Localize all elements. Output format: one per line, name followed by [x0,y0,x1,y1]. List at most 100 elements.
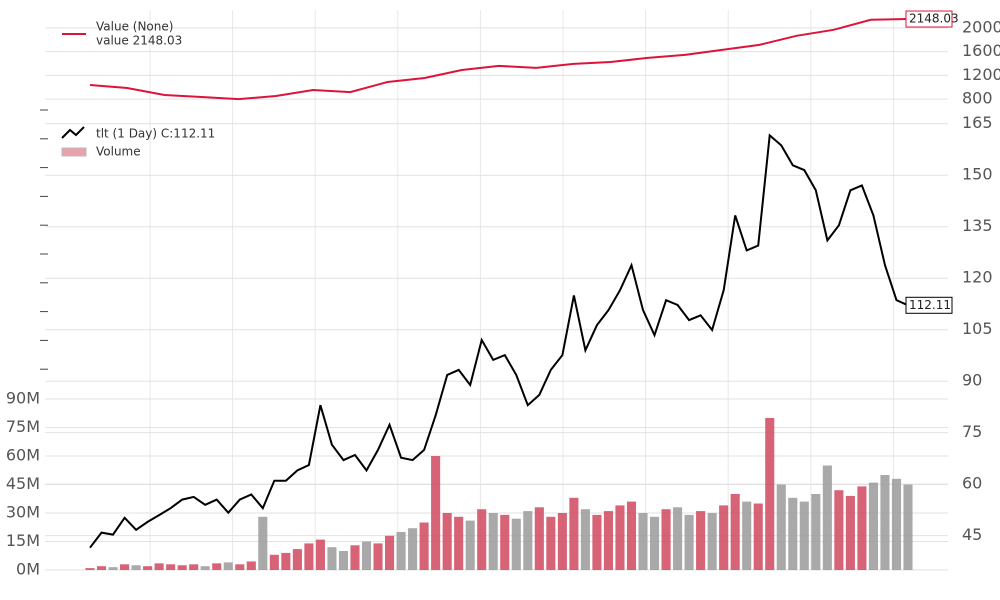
volume-bar [143,566,153,570]
legend-label: Value (None) [96,20,173,34]
volume-bar [592,514,602,570]
last-value-box [905,10,953,28]
volume-bar [177,565,187,570]
y-tick-label: 45 [962,525,982,544]
legend-label: value 2148.03 [96,34,182,48]
volume-bar [166,564,176,570]
volume-bar [189,564,199,570]
volume-bar [235,564,245,570]
volume-bar [350,545,360,570]
volume-bar [753,503,763,570]
volume-bar [442,513,452,570]
y2-tick-label: 75M [6,417,40,436]
y2-tick-label: 45M [6,474,40,493]
volume-bar [546,516,556,570]
last-value-label: 112.11 [909,298,951,312]
volume-bar [730,494,740,570]
volume-bar [742,501,752,570]
volume-bar [385,535,395,570]
legend-label: tlt (1 Day) C:112.11 [96,127,215,141]
y-tick-label: 105 [962,319,993,338]
y-tick-label: 800 [962,89,993,108]
y-tick-label: 1600 [962,41,1000,60]
volume-bar [488,513,498,570]
volume-bar [96,566,107,570]
volume-bar [903,484,913,570]
volume-bar [845,495,855,570]
volume-bar [719,505,729,570]
volume-bar [500,514,510,570]
volume-bar [557,513,567,570]
y2-tick-label: 90M [6,389,40,408]
volume-bar [891,478,902,570]
y2-tick-label: 60M [6,446,40,465]
volume-bar [580,509,590,570]
volume-bar [534,507,544,570]
volume-bar [396,532,406,570]
volume-bar [120,564,130,570]
volume-bar [788,497,798,570]
volume-bar [603,511,613,570]
volume-bar [212,563,222,570]
volume-bar [811,494,821,570]
volume-bar [454,516,464,570]
volume-bar [868,482,878,570]
volume-bar [523,511,533,570]
y-tick-label: 135 [962,216,993,235]
volume-bar [857,486,867,570]
line [89,18,909,101]
volume-bar [281,552,291,570]
volume-bar [776,484,786,570]
volume-bar [408,528,418,570]
y2-tick-label: 30M [6,503,40,522]
volume-bar [292,549,302,570]
volume-bar [707,513,717,570]
volume-bar [615,505,625,570]
volume-bar [569,497,579,570]
y-tick-label: 120 [962,268,993,287]
volume-bar [431,456,441,570]
volume-bar [108,567,118,570]
volume-bar [338,551,349,570]
volume-bar [465,520,475,570]
volume-bar [696,511,706,570]
line [89,133,909,549]
legend-swatch [61,147,87,157]
volume-bar [200,566,210,570]
y2-tick-label: 15M [6,531,40,550]
volume-bar [661,509,671,570]
volume-bar [477,509,487,570]
volume-bar [419,522,429,570]
y-tick-label: 150 [962,165,993,184]
volume-bar [246,561,256,570]
y-tick-label: 1200 [962,65,1000,84]
volume-bar [765,418,775,570]
volume-bar [880,475,890,570]
last-value-box [905,296,953,314]
volume-bar [799,501,809,570]
volume-bar [154,563,164,570]
y2-tick-label: 0M [16,560,40,579]
volume-bar [834,490,844,570]
legend-swatch [61,126,85,139]
volume-bar [511,518,521,570]
y-tick-label: 75 [962,422,982,441]
volume-bar [327,547,337,570]
y-tick-label: 60 [962,474,982,493]
volume-bar [269,554,279,570]
volume-bar [822,465,832,570]
volume-bar [131,565,141,570]
volume-bar [626,501,637,570]
volume-bar [673,507,683,570]
volume-bar [304,543,314,570]
volume-bar [638,513,648,570]
volume-bar [684,514,694,570]
volume-bar [258,516,268,570]
y-tick-label: 165 [962,113,993,132]
volume-bar [373,543,383,570]
y-tick-label: 2000 [962,17,1000,36]
y-tick-label: 90 [962,371,982,390]
legend-label: Volume [96,145,141,159]
